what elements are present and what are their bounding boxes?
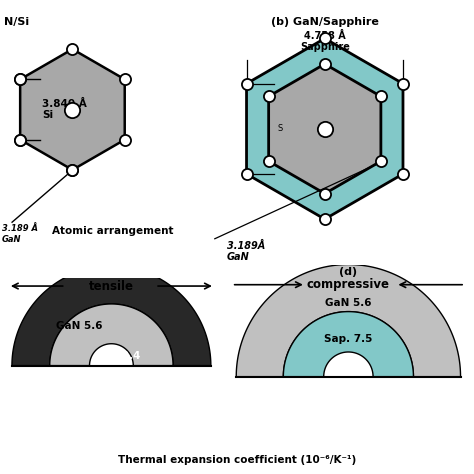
Text: compressive: compressive — [307, 278, 390, 291]
Text: (d): (d) — [339, 267, 357, 277]
Text: Si 2.4: Si 2.4 — [107, 351, 140, 361]
Text: (b) GaN/Sapphire: (b) GaN/Sapphire — [271, 17, 379, 27]
Polygon shape — [236, 264, 461, 377]
Text: 3.840 Å
Si: 3.840 Å Si — [42, 99, 87, 120]
Text: Thermal expansion coefficient (10⁻⁶/K⁻¹): Thermal expansion coefficient (10⁻⁶/K⁻¹) — [118, 455, 356, 465]
Text: N/Si: N/Si — [4, 17, 29, 27]
Text: 4.758 Å
Sapphire: 4.758 Å Sapphire — [300, 31, 350, 52]
Polygon shape — [283, 311, 413, 377]
Text: Sap. 7.5: Sap. 7.5 — [324, 334, 373, 344]
Polygon shape — [269, 64, 381, 193]
Polygon shape — [12, 266, 211, 365]
Text: Atomic arrangement: Atomic arrangement — [52, 226, 173, 236]
Text: 3.189 Å
GaN: 3.189 Å GaN — [2, 224, 38, 244]
Text: GaN 5.6: GaN 5.6 — [325, 298, 372, 308]
Text: tensile: tensile — [89, 280, 134, 292]
Text: GaN 5.6: GaN 5.6 — [56, 321, 103, 331]
Text: 3.189Å
GaN: 3.189Å GaN — [227, 241, 265, 263]
Text: S: S — [278, 124, 283, 133]
Polygon shape — [50, 304, 173, 365]
Polygon shape — [20, 49, 125, 170]
Polygon shape — [246, 38, 403, 219]
